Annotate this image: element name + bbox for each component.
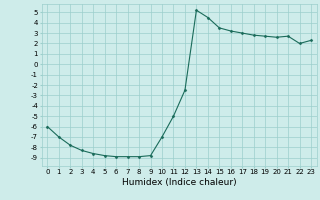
X-axis label: Humidex (Indice chaleur): Humidex (Indice chaleur) xyxy=(122,178,236,187)
